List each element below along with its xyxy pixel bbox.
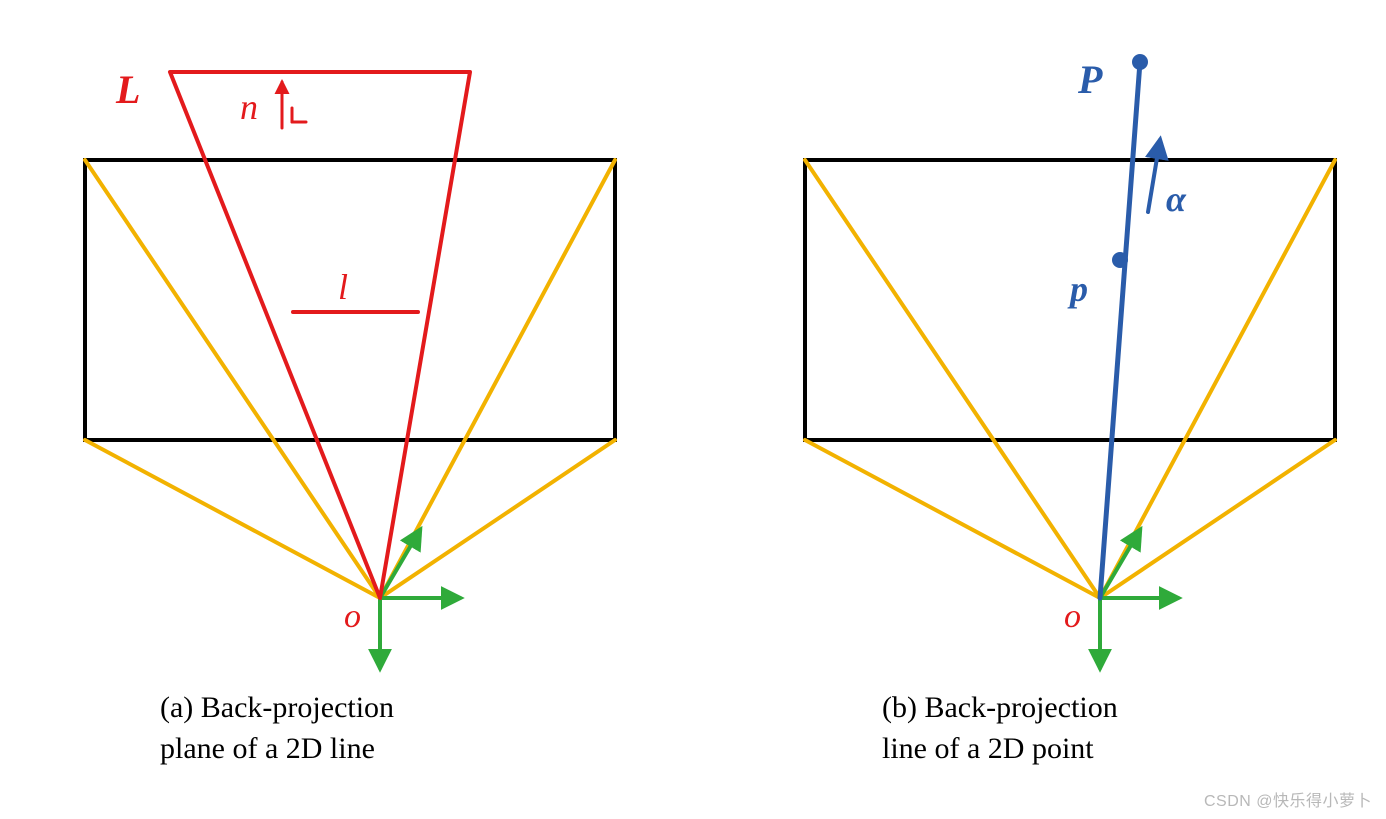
label-p: p xyxy=(1070,268,1088,310)
label-o-b: o xyxy=(1064,598,1081,636)
caption-b: (b) Back-projectionline of a 2D point xyxy=(882,688,1242,769)
svg-layer xyxy=(85,54,1335,668)
label-l: l xyxy=(338,266,348,308)
label-P: P xyxy=(1078,56,1102,103)
label-n: n xyxy=(240,86,258,128)
label-L: L xyxy=(116,66,140,113)
label-alpha: α xyxy=(1166,178,1186,220)
figure-stage: (a) Back-projectionplane of a 2D line (b… xyxy=(0,0,1386,819)
label-o-a: o xyxy=(344,598,361,636)
caption-a: (a) Back-projectionplane of a 2D line xyxy=(160,688,520,769)
watermark: CSDN @快乐得小萝卜 xyxy=(1204,787,1372,811)
